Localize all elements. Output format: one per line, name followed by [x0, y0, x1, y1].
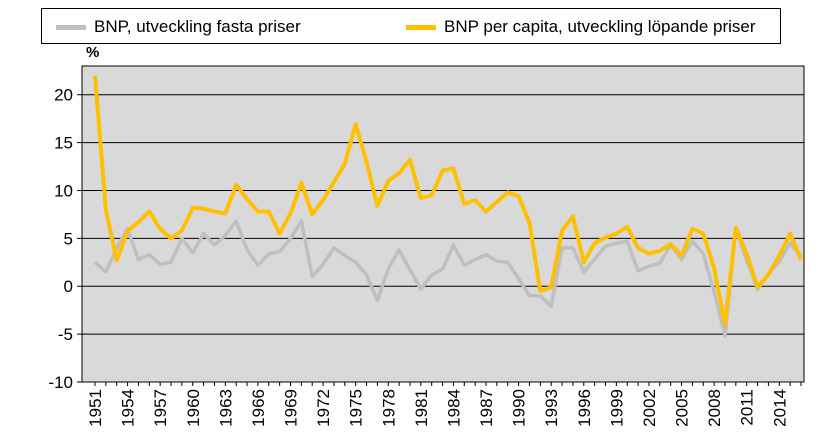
- y-tick-label: -10: [48, 373, 73, 392]
- x-tick-label: 1954: [119, 389, 138, 427]
- x-tick-label: 1975: [347, 389, 366, 427]
- x-tick-label: 1990: [510, 389, 529, 427]
- x-tick-label: 1987: [477, 389, 496, 427]
- x-tick-label: 1978: [379, 389, 398, 427]
- x-tick-label: 1960: [184, 389, 203, 427]
- x-tick-label: 2014: [770, 389, 789, 427]
- x-tick-label: 1984: [444, 389, 463, 427]
- x-tick-label: 2005: [673, 389, 692, 427]
- legend-item-gdp-fixed: BNP, utveckling fasta priser: [56, 17, 301, 37]
- x-tick-label: 1951: [86, 389, 105, 427]
- x-tick-label: 1966: [249, 389, 268, 427]
- legend-label: BNP, utveckling fasta priser: [94, 17, 301, 36]
- series-line-gdp-per-capita: [93, 75, 803, 327]
- legend-item-gdp-per-capita: BNP per capita, utveckling löpande prise…: [406, 17, 756, 37]
- x-axis-tick-labels: 1951 1954 1957 1960 1963 1966 1969 1972 1975 1978…: [86, 389, 789, 427]
- x-tick-label: 2011: [738, 389, 757, 426]
- x-tick-label: 1981: [412, 389, 431, 427]
- legend: BNP, utveckling fasta priser BNP per cap…: [41, 8, 781, 44]
- x-tick-label: 2008: [705, 389, 724, 427]
- legend-swatch-gray: [56, 24, 86, 30]
- x-tick-label: 1999: [607, 389, 626, 427]
- x-tick-label: 1969: [282, 389, 301, 427]
- x-tick-label: 1963: [216, 389, 235, 427]
- y-tick-label: 15: [54, 134, 73, 153]
- y-tick-label: 5: [64, 229, 73, 248]
- plot-area: [81, 65, 805, 383]
- legend-swatch-yellow: [406, 24, 436, 30]
- y-tick-label: 20: [54, 86, 73, 105]
- y-axis-tick-labels: -10 -5 0 5 10 15 20: [48, 86, 73, 392]
- x-tick-label: 1972: [314, 389, 333, 427]
- x-tick-label: 1996: [575, 389, 594, 427]
- y-axis-unit-label: %: [86, 44, 100, 61]
- gridlines: [77, 94, 804, 386]
- y-tick-label: 0: [64, 277, 73, 296]
- y-tick-label: 10: [54, 181, 73, 200]
- series-lines: [93, 75, 803, 338]
- y-tick-label: -5: [58, 325, 73, 344]
- legend-label: BNP per capita, utveckling löpande prise…: [444, 17, 756, 36]
- x-tick-label: 1957: [151, 389, 170, 427]
- x-tick-label: 1993: [542, 389, 561, 427]
- x-tick-label: 2002: [640, 389, 659, 427]
